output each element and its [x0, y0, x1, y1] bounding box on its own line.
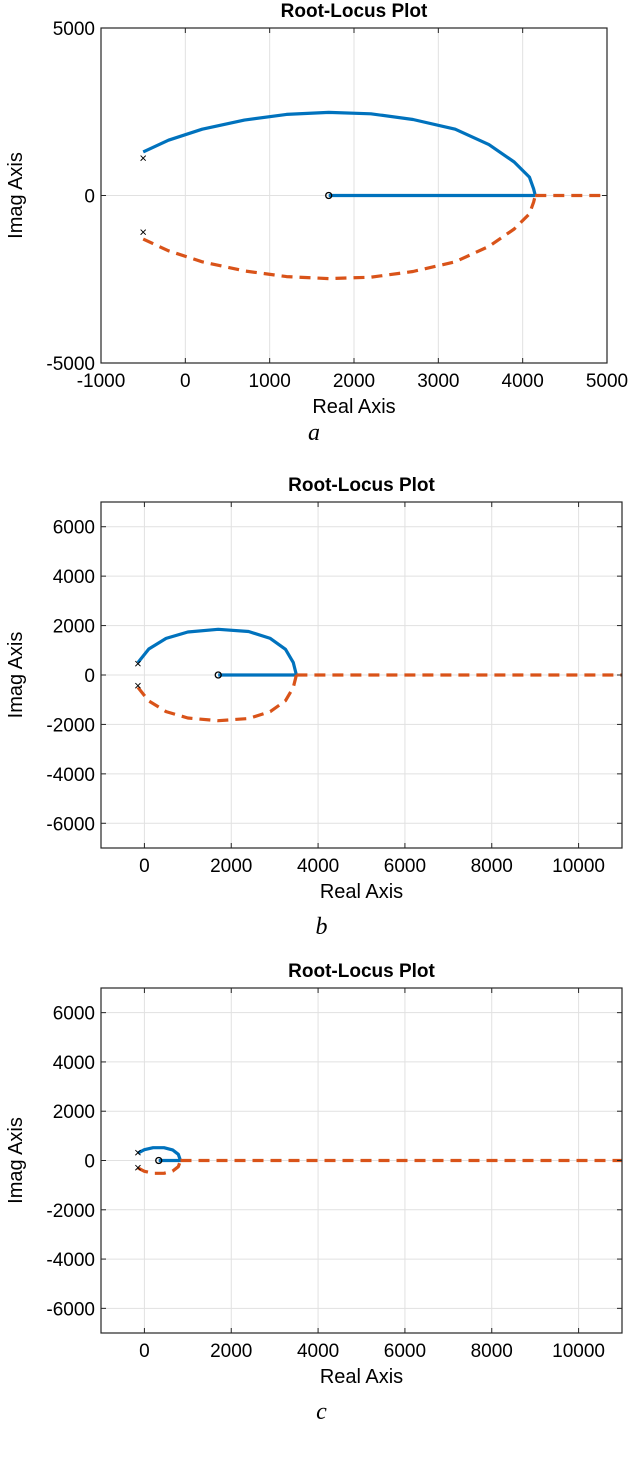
chart-2-xtick-label-2: 4000	[297, 1341, 339, 1362]
chart-2: ×× 0 2000 4000 6000 8000 10000 -6000 -4000 -2000 0…	[5, 961, 623, 1425]
chart-2-ytick-label-6: 6000	[53, 1004, 95, 1025]
chart-0-xtick-label-3: 2000	[333, 371, 375, 392]
chart-2-ylabel: Imag Axis	[5, 1117, 27, 1204]
chart-0-zero-marker-0	[325, 191, 333, 200]
chart-2-xtick-label-5: 10000	[552, 1341, 605, 1362]
chart-0-xtick-label-4: 3000	[417, 371, 459, 392]
chart-0-xtick-label-6: 5000	[586, 371, 628, 392]
chart-1-xtick-label-5: 10000	[552, 856, 605, 877]
chart-0: × × -1000 0 1000 2000 3000 4000 5000 -5000 0 5000 Ro…	[5, 1, 628, 446]
chart-1-ytick-label-1: -4000	[46, 765, 95, 786]
chart-1-pole-marker-0: ×	[134, 656, 142, 671]
chart-1-branch-2	[136, 674, 298, 723]
chart-0-xlabel: Real Axis	[312, 396, 395, 418]
chart-1-zero-marker-0	[214, 671, 222, 679]
chart-2-ytick-label-3: 0	[84, 1152, 95, 1173]
chart-0-branch-0	[142, 110, 537, 196]
chart-1-pole-marker-1: ×	[134, 678, 142, 693]
chart-0-xtick-label-0: -1000	[77, 371, 126, 392]
chart-0-xtick-label-2: 1000	[249, 371, 291, 392]
chart-2-xtick-label-4: 8000	[471, 1341, 513, 1362]
chart-2-zero-marker-0	[155, 1156, 163, 1165]
chart-1-branch-0	[136, 627, 298, 676]
chart-0-ylabel: Imag Axis	[5, 152, 27, 239]
chart-2-pole-marker-1: ×	[134, 1160, 142, 1175]
chart-2-title: Root-Locus Plot	[288, 961, 435, 982]
chart-1-xtick-label-1: 2000	[210, 856, 252, 877]
chart-2-ytick-label-2: -2000	[46, 1201, 95, 1222]
chart-1-title: Root-Locus Plot	[288, 475, 435, 496]
chart-1-ytick-label-0: -6000	[46, 814, 95, 835]
chart-0-caption: a	[308, 420, 320, 446]
chart-0-ytick-label-1: 0	[84, 187, 95, 208]
chart-2-pole-marker-0: ×	[134, 1145, 142, 1160]
chart-1-ytick-label-2: -2000	[46, 715, 95, 736]
chart-2-branch-0	[137, 1146, 183, 1162]
chart-1-ytick-label-3: 0	[84, 666, 95, 687]
chart-1-xtick-label-2: 4000	[297, 856, 339, 877]
chart-2-xlabel: Real Axis	[320, 1366, 403, 1388]
chart-0-xtick-label-1: 0	[180, 371, 191, 392]
chart-2-xtick-label-1: 2000	[210, 1341, 252, 1362]
chart-1-xlabel: Real Axis	[320, 881, 403, 903]
chart-2-ytick-label-1: -4000	[46, 1250, 95, 1271]
chart-0-pole-marker-0: ×	[139, 151, 147, 166]
chart-0-ytick-label-0: -5000	[46, 354, 95, 375]
chart-2-ytick-label-4: 2000	[53, 1102, 95, 1123]
chart-1-xtick-label-0: 0	[139, 856, 150, 877]
chart-1-caption: b	[316, 914, 328, 940]
chart-2-xtick-label-0: 0	[139, 1341, 150, 1362]
chart-2-ytick-label-5: 4000	[53, 1053, 95, 1074]
chart-1-ytick-label-6: 6000	[53, 518, 95, 539]
chart-1-ytick-label-5: 4000	[53, 567, 95, 588]
chart-0-branch-2	[142, 195, 537, 281]
chart-1-xtick-label-4: 8000	[471, 856, 513, 877]
chart-1: × × 0 2000 4000 6000 8000 10000 -6000 -4000 -2000 0…	[5, 475, 623, 940]
chart-2-xtick-label-3: 6000	[384, 1341, 426, 1362]
chart-1-xtick-label-3: 6000	[384, 856, 426, 877]
chart-0-ytick-label-2: 5000	[53, 19, 95, 40]
chart-2-branch-2	[137, 1159, 183, 1175]
chart-1-ytick-label-4: 2000	[53, 617, 95, 638]
chart-2-ytick-label-0: -6000	[46, 1299, 95, 1320]
chart-1-ylabel: Imag Axis	[5, 632, 27, 719]
chart-2-caption: c	[316, 1399, 327, 1425]
chart-0-xtick-label-5: 4000	[502, 371, 544, 392]
chart-0-title: Root-Locus Plot	[281, 1, 428, 22]
chart-0-pole-marker-1: ×	[139, 224, 147, 239]
